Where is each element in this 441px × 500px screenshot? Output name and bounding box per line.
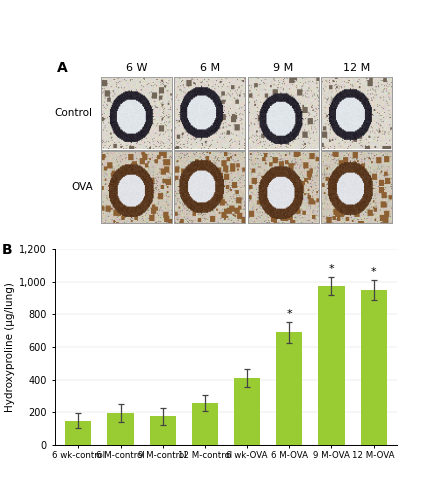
- Text: 9 M: 9 M: [273, 64, 293, 74]
- Bar: [149, 416, 176, 445]
- Bar: [248, 78, 319, 150]
- Bar: [321, 151, 392, 223]
- Bar: [234, 378, 260, 445]
- Text: *: *: [371, 267, 377, 277]
- Text: *: *: [329, 264, 334, 274]
- Bar: [318, 286, 344, 445]
- Bar: [101, 78, 172, 150]
- Bar: [101, 151, 172, 223]
- Y-axis label: Hydroxyproline (μg/lung): Hydroxyproline (μg/lung): [5, 282, 15, 412]
- Text: *: *: [287, 308, 292, 318]
- Text: A: A: [57, 61, 67, 75]
- Bar: [276, 332, 303, 445]
- Bar: [321, 78, 392, 150]
- Bar: [174, 78, 245, 150]
- Bar: [248, 151, 319, 223]
- Bar: [101, 78, 172, 150]
- Text: OVA: OVA: [71, 182, 93, 192]
- Text: 12 M: 12 M: [343, 64, 370, 74]
- Bar: [248, 78, 319, 150]
- Bar: [108, 412, 134, 445]
- Bar: [101, 151, 172, 223]
- Bar: [321, 151, 392, 223]
- Bar: [248, 151, 319, 223]
- Bar: [361, 290, 387, 445]
- Text: Control: Control: [55, 108, 93, 118]
- Bar: [174, 151, 245, 223]
- Bar: [321, 78, 392, 150]
- Text: 6 W: 6 W: [126, 64, 147, 74]
- Bar: [174, 78, 245, 150]
- Text: 6 M: 6 M: [200, 64, 220, 74]
- Text: B: B: [2, 243, 13, 257]
- Bar: [65, 421, 91, 445]
- Bar: [192, 404, 218, 445]
- Bar: [174, 151, 245, 223]
